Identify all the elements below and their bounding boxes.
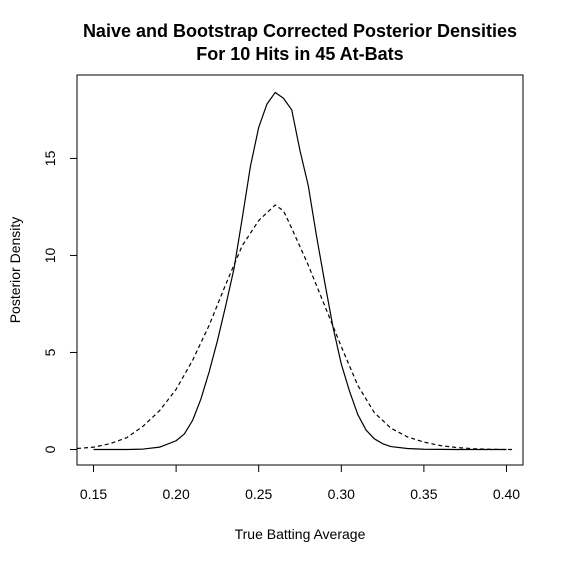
- x-tick-label: 0.25: [245, 486, 272, 502]
- x-axis: 0.15 0.20 0.25 0.30 0.35 0.40: [80, 464, 520, 502]
- x-tick-label: 0.35: [410, 486, 437, 502]
- chart-title-line-1: Naive and Bootstrap Corrected Posterior …: [83, 21, 517, 41]
- y-axis-label: Posterior Density: [7, 217, 23, 324]
- x-axis-label: True Batting Average: [235, 526, 366, 542]
- y-axis: 0 5 10 15: [42, 150, 78, 453]
- series-line-dashed: [76, 204, 515, 451]
- x-tick-label: 0.20: [162, 486, 189, 502]
- x-tick-label: 0.40: [493, 486, 520, 502]
- chart-title-line-2: For 10 Hits in 45 At-Bats: [196, 44, 403, 64]
- y-tick-label: 5: [42, 348, 58, 356]
- y-tick-label: 0: [42, 445, 58, 453]
- y-tick-label: 10: [42, 247, 58, 263]
- y-tick-label: 15: [42, 150, 58, 166]
- plot-frame: [76, 74, 524, 466]
- x-tick-label: 0.15: [80, 486, 107, 502]
- series-line-solid: [93, 91, 507, 451]
- x-tick-label: 0.30: [328, 486, 355, 502]
- series-layer: [76, 91, 515, 451]
